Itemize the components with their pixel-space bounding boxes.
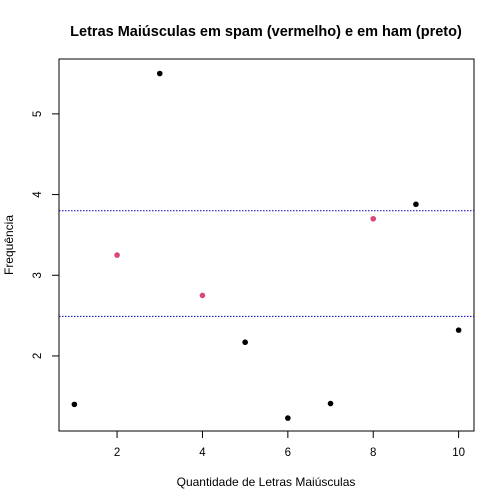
data-point-spam: [199, 292, 206, 299]
chart-title: Letras Maiúsculas em spam (vermelho) e e…: [70, 24, 462, 40]
x-axis: 2 4 6 8 10: [114, 430, 465, 459]
y-axis-label: Frequência: [2, 215, 16, 275]
y-tick-label: 5: [32, 111, 44, 117]
x-tick-label: 6: [285, 447, 291, 459]
data-point-ham: [455, 327, 462, 333]
data-point-spam: [370, 215, 377, 222]
data-point-ham: [156, 70, 163, 77]
y-tick-label: 3: [32, 272, 44, 278]
data-point-ham: [71, 401, 78, 408]
data-point-ham: [285, 415, 291, 421]
reference-lines: [59, 210, 474, 317]
x-tick-label: 10: [452, 447, 465, 459]
y-axis: 2 3 4 5: [32, 111, 60, 359]
data-point-ham: [242, 339, 248, 346]
data-point-spam: [114, 252, 120, 258]
data-point-ham: [327, 400, 334, 407]
y-tick-label: 2: [32, 353, 44, 359]
plot-area-frame: [58, 58, 475, 432]
x-tick-label: 2: [114, 447, 120, 459]
x-tick-label: 4: [199, 447, 206, 459]
data-point-ham: [413, 201, 419, 208]
data-points: [71, 70, 462, 421]
x-axis-label: Quantidade de Letras Maiúsculas: [177, 475, 356, 489]
y-tick-label: 4: [32, 191, 44, 198]
x-tick-label: 8: [370, 447, 376, 459]
